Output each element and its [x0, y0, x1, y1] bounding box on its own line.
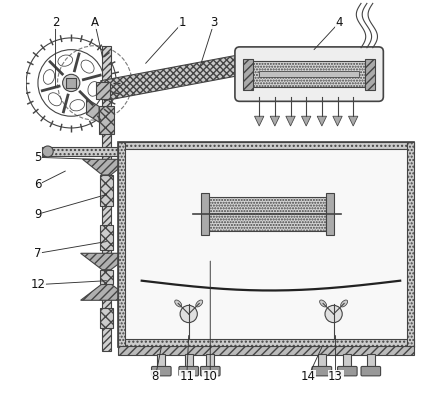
Circle shape	[180, 305, 197, 323]
Bar	[243, 59, 253, 90]
Bar	[259, 71, 359, 77]
FancyBboxPatch shape	[179, 366, 198, 376]
Ellipse shape	[58, 55, 72, 66]
Circle shape	[325, 305, 342, 323]
Text: 14: 14	[301, 370, 316, 383]
Ellipse shape	[341, 300, 348, 307]
Ellipse shape	[48, 93, 61, 106]
Text: 7: 7	[34, 247, 42, 260]
Bar	[100, 175, 113, 206]
Text: 11: 11	[179, 370, 194, 383]
Ellipse shape	[320, 300, 326, 307]
FancyBboxPatch shape	[337, 366, 357, 376]
Polygon shape	[286, 116, 295, 126]
Bar	[66, 78, 76, 88]
FancyBboxPatch shape	[235, 47, 383, 101]
Ellipse shape	[175, 300, 182, 307]
Text: A: A	[91, 16, 99, 29]
Bar	[102, 46, 111, 351]
Ellipse shape	[88, 82, 99, 96]
Bar	[326, 193, 333, 235]
Text: 8: 8	[152, 370, 159, 383]
Bar	[185, 354, 193, 369]
Bar	[206, 354, 214, 369]
Bar	[365, 59, 375, 90]
Text: 10: 10	[203, 370, 218, 383]
Bar	[118, 141, 125, 347]
Bar	[118, 339, 414, 347]
Bar	[99, 107, 114, 134]
Bar	[100, 270, 113, 284]
Polygon shape	[270, 116, 280, 126]
Bar	[118, 141, 414, 149]
Polygon shape	[81, 284, 132, 300]
Polygon shape	[301, 116, 311, 126]
Polygon shape	[254, 116, 264, 126]
FancyBboxPatch shape	[312, 366, 332, 376]
Circle shape	[250, 53, 268, 70]
Ellipse shape	[70, 99, 84, 111]
Text: 1: 1	[179, 16, 186, 29]
Bar	[250, 61, 369, 87]
FancyBboxPatch shape	[361, 366, 381, 376]
Text: 6: 6	[34, 178, 42, 191]
Text: 4: 4	[336, 16, 343, 29]
Polygon shape	[333, 116, 342, 126]
Ellipse shape	[81, 60, 94, 73]
Circle shape	[132, 146, 143, 157]
FancyBboxPatch shape	[151, 366, 171, 376]
Ellipse shape	[43, 70, 55, 84]
Bar	[157, 354, 165, 369]
Bar	[208, 197, 326, 231]
FancyBboxPatch shape	[200, 366, 220, 376]
Bar	[118, 347, 414, 355]
Text: 12: 12	[31, 278, 45, 291]
Polygon shape	[87, 99, 99, 122]
Polygon shape	[101, 51, 261, 101]
Bar	[318, 354, 326, 369]
Bar	[42, 147, 142, 156]
Circle shape	[63, 74, 80, 92]
Text: 2: 2	[52, 16, 59, 29]
Bar	[100, 225, 113, 250]
Bar	[100, 308, 113, 328]
Bar	[343, 354, 351, 369]
Polygon shape	[81, 253, 132, 270]
Text: 13: 13	[328, 370, 343, 383]
Polygon shape	[317, 116, 326, 126]
Polygon shape	[349, 116, 358, 126]
Bar	[201, 193, 209, 235]
Bar	[407, 141, 414, 347]
Circle shape	[42, 146, 53, 157]
Text: 9: 9	[34, 208, 42, 220]
Bar	[118, 141, 414, 347]
Ellipse shape	[196, 300, 203, 307]
Bar	[367, 354, 375, 369]
Bar	[95, 82, 110, 99]
Text: 5: 5	[34, 151, 42, 164]
Text: 3: 3	[210, 16, 218, 29]
Polygon shape	[83, 159, 131, 175]
